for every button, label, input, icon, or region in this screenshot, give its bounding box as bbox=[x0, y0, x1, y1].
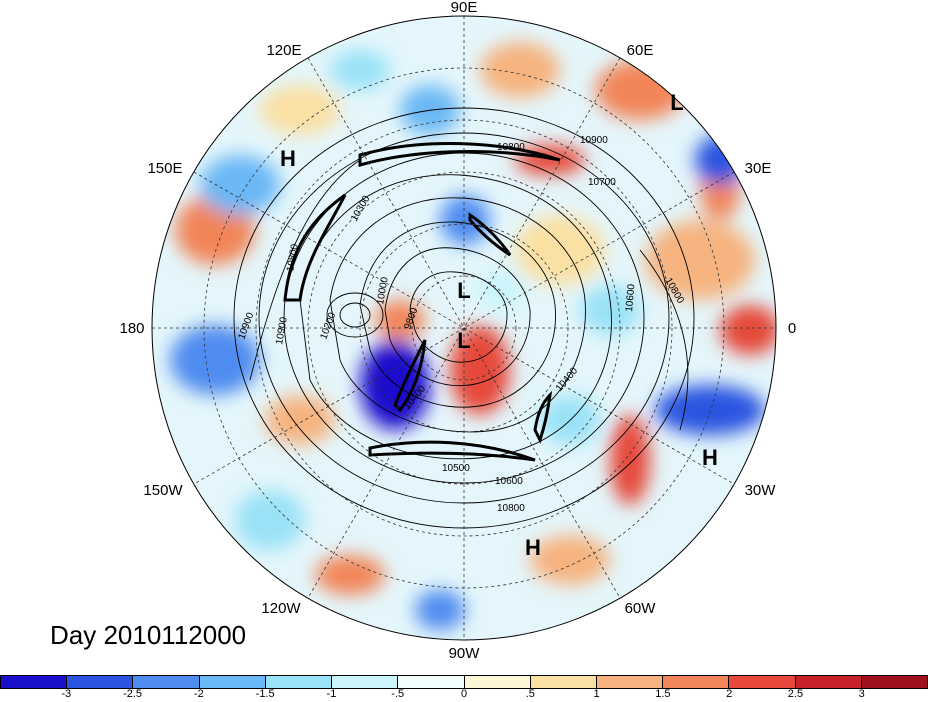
lon-label: 150E bbox=[147, 160, 182, 177]
map-boundary bbox=[151, 15, 777, 641]
lon-label: 90W bbox=[449, 645, 481, 662]
lon-label: 0 bbox=[788, 320, 796, 337]
lon-label: 60E bbox=[627, 42, 654, 59]
low-center: L bbox=[457, 328, 470, 353]
contour-label: 10500 bbox=[442, 463, 470, 474]
lon-label: 180 bbox=[119, 320, 144, 337]
lon-label: 120W bbox=[261, 600, 301, 617]
contour-label: 10700 bbox=[588, 177, 616, 188]
colorbar bbox=[0, 675, 928, 689]
colorbar-swatch bbox=[729, 676, 796, 688]
colorbar-swatch bbox=[861, 676, 928, 688]
lon-label: 120E bbox=[266, 42, 301, 59]
low-center: L bbox=[670, 90, 683, 115]
colorbar-swatch bbox=[596, 676, 664, 688]
colorbar-tick-label: 2 bbox=[726, 688, 733, 700]
colorbar-tick-label: .5 bbox=[525, 688, 535, 700]
low-center: L bbox=[457, 278, 470, 303]
colorbar-swatch bbox=[464, 676, 531, 688]
lon-label: 150W bbox=[143, 482, 183, 499]
colorbar-tick-label: -.5 bbox=[391, 688, 405, 700]
date-label: Day 2010112000 bbox=[50, 620, 247, 650]
contour-label: 10600 bbox=[624, 283, 637, 312]
colorbar-tick-label: -1 bbox=[326, 688, 337, 700]
contour-label: 10800 bbox=[497, 142, 525, 153]
contour-label: 10900 bbox=[580, 135, 608, 146]
lon-label: 30E bbox=[745, 160, 772, 177]
graticule bbox=[152, 16, 776, 640]
colorbar-swatch bbox=[795, 676, 862, 688]
contour-label: 10000 bbox=[375, 276, 391, 306]
lon-label: 60W bbox=[625, 600, 657, 617]
high-center: H bbox=[280, 146, 296, 171]
longitude-labels: 90E 60E 30E 0 30W 60W 90W 120W 150W 180 … bbox=[119, 0, 796, 662]
colorbar-tick-label: 0 bbox=[460, 688, 468, 700]
colorbar-swatch bbox=[332, 676, 399, 688]
lon-label: 90E bbox=[451, 0, 478, 16]
high-center: H bbox=[525, 535, 541, 560]
colorbar-swatch bbox=[67, 676, 134, 688]
colorbar-tick-label: 3 bbox=[858, 688, 865, 700]
colorbar-tick-label: 1.5 bbox=[655, 688, 671, 700]
contour-label: 10800 bbox=[497, 503, 525, 514]
colorbar-swatch bbox=[398, 676, 465, 688]
contour-label: 10900 bbox=[274, 316, 290, 346]
colorbar-swatch bbox=[199, 676, 266, 688]
colorbar-tick-label: 2.5 bbox=[787, 688, 804, 700]
colorbar-tick-label: -1.5 bbox=[255, 688, 275, 700]
colorbar-tick-label: -2.5 bbox=[123, 688, 143, 700]
lon-label: 30W bbox=[745, 482, 777, 499]
colorbar-swatch bbox=[530, 676, 597, 688]
colorbar-tick-label: -2 bbox=[193, 688, 204, 700]
colorbar-tick-label: 1 bbox=[593, 688, 600, 700]
pressure-centers: H L L L H H H bbox=[280, 90, 718, 560]
colorbar-swatch bbox=[265, 676, 333, 688]
colorbar-swatch bbox=[663, 676, 730, 688]
contour-label: 10800 bbox=[285, 243, 301, 273]
contour-label: 10600 bbox=[495, 476, 523, 487]
jet-streaks bbox=[283, 142, 561, 462]
colorbar-swatch bbox=[1, 676, 68, 688]
colorbar-swatch bbox=[133, 676, 200, 688]
colorbar-ticks: -3 -2.5 -2 -1.5 -1 -.5 0 .5 1 1.5 2 2.5 3 bbox=[0, 688, 928, 702]
high-center: H bbox=[702, 445, 718, 470]
colorbar-tick-label: -3 bbox=[61, 688, 72, 700]
